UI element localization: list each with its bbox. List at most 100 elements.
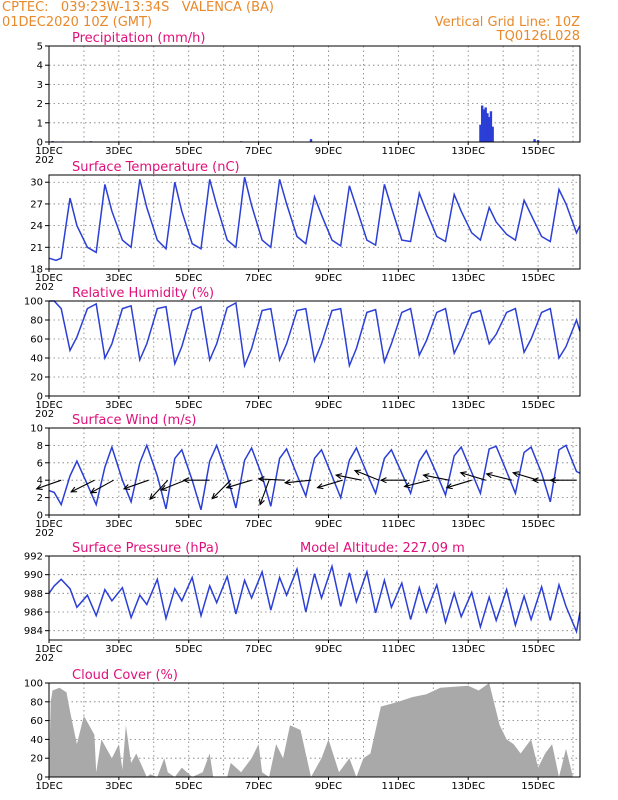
press-xtick-label: 7DEC bbox=[245, 644, 272, 655]
rh-xtick-label: 15DEC bbox=[521, 400, 555, 411]
wind-arrow-head bbox=[459, 471, 467, 478]
wind-arrow-head bbox=[89, 487, 97, 494]
wind-xtick-label: 15DEC bbox=[521, 519, 555, 530]
precip-bar bbox=[487, 117, 491, 142]
temp-ytick-label: 24 bbox=[30, 221, 43, 232]
rh-xtick-label: 7DEC bbox=[245, 400, 272, 411]
wind-arrow-head bbox=[182, 477, 190, 484]
wind-arrow bbox=[486, 473, 513, 481]
rh-xtick-label: 9DEC bbox=[315, 400, 342, 411]
precip-bar bbox=[479, 124, 482, 142]
cloud-xtick-label: 7DEC bbox=[245, 781, 272, 792]
press-xtick-label: 15DEC bbox=[521, 644, 555, 655]
wind-arrow-head bbox=[379, 477, 387, 484]
wind-arrow bbox=[259, 480, 270, 505]
temp-ytick-label: 27 bbox=[30, 199, 43, 210]
precip-xtick-label: 11DEC bbox=[381, 146, 415, 157]
precip-bar bbox=[533, 139, 536, 142]
cloud-title: Cloud Cover (%) bbox=[72, 668, 178, 683]
wind-ytick-label: 0 bbox=[37, 511, 43, 522]
rh-ytick-label: 60 bbox=[30, 335, 43, 346]
press-xtick-label: 11DEC bbox=[381, 644, 415, 655]
wind-arrow bbox=[285, 479, 312, 484]
cloud-xtick-label: 9DEC bbox=[315, 781, 342, 792]
wind-arrow-head bbox=[257, 476, 265, 483]
rh-xtick-label: 1DEC bbox=[35, 400, 62, 411]
wind-series-line bbox=[48, 443, 581, 511]
wind-xtick-label: 9DEC bbox=[315, 519, 342, 530]
wind-frame bbox=[48, 427, 581, 516]
wind-arrow bbox=[258, 478, 285, 481]
rh-ytick-label: 100 bbox=[24, 297, 43, 308]
cloud-ytick-label: 20 bbox=[30, 754, 43, 765]
precip-bar bbox=[491, 126, 494, 142]
wind-xtick-label: 7DEC bbox=[245, 519, 272, 530]
cloud-xtick-label: 1DEC bbox=[35, 781, 62, 792]
precip-ytick-label: 5 bbox=[37, 42, 43, 53]
press-ytick-label: 986 bbox=[24, 608, 43, 619]
cloud-xtick-label: 15DEC bbox=[521, 781, 555, 792]
wind-arrow-head bbox=[283, 479, 291, 486]
wind-ytick-label: 8 bbox=[37, 441, 43, 452]
rh-xtick-label: 13DEC bbox=[451, 400, 485, 411]
wind-arrow-head bbox=[258, 498, 265, 506]
temp-xtick-label: 3DEC bbox=[105, 273, 132, 284]
precip-ytick-label: 3 bbox=[37, 80, 43, 91]
temp-xtick-label: 11DEC bbox=[381, 273, 415, 284]
temp-title: Surface Temperature (nC) bbox=[72, 160, 240, 175]
temp-year-label: 202 bbox=[35, 282, 54, 293]
wind-ytick-label: 10 bbox=[30, 424, 43, 435]
temp-ytick-label: 18 bbox=[30, 265, 43, 276]
wind-arrow-head bbox=[422, 473, 430, 480]
precip-ytick-label: 0 bbox=[37, 138, 43, 149]
wind-arrow-head bbox=[70, 486, 78, 493]
precip-xtick-label: 1DEC bbox=[35, 146, 62, 157]
wind-xtick-label: 1DEC bbox=[35, 519, 62, 530]
wind-year-label: 202 bbox=[35, 528, 54, 539]
precip-bar bbox=[480, 105, 484, 142]
press-xtick-label: 13DEC bbox=[451, 644, 485, 655]
precip-bar bbox=[486, 113, 489, 142]
press-ytick-label: 988 bbox=[24, 589, 43, 600]
cloud-xtick-label: 5DEC bbox=[175, 781, 202, 792]
wind-arrow-head bbox=[122, 484, 131, 491]
press-xtick-label: 9DEC bbox=[315, 644, 342, 655]
temp-ytick-label: 21 bbox=[30, 243, 43, 254]
wind-arrow bbox=[211, 479, 232, 499]
wind-arrow bbox=[149, 479, 169, 500]
cloud-xtick-label: 13DEC bbox=[451, 781, 485, 792]
press-year-label: 202 bbox=[35, 653, 54, 664]
wind-arrow bbox=[317, 479, 343, 489]
cloud-ytick-label: 60 bbox=[30, 716, 43, 727]
precip-ytick-label: 1 bbox=[37, 118, 43, 129]
precip-year-label: 202 bbox=[35, 155, 54, 166]
wind-xtick-label: 3DEC bbox=[105, 519, 132, 530]
rh-title: Relative Humidity (%) bbox=[72, 286, 214, 301]
temp-xtick-label: 9DEC bbox=[315, 273, 342, 284]
cloud-xtick-label: 3DEC bbox=[105, 781, 132, 792]
run-date: 01DEC2020 10Z (GMT) bbox=[2, 15, 153, 30]
press-xtick-label: 5DEC bbox=[175, 644, 202, 655]
grid-note: Vertical Grid Line: 10Z bbox=[434, 15, 580, 30]
precip-bar bbox=[484, 107, 487, 142]
wind-xtick-label: 11DEC bbox=[381, 519, 415, 530]
wind-arrow bbox=[513, 472, 539, 481]
temp-frame bbox=[48, 174, 581, 270]
precip-bar bbox=[309, 139, 313, 142]
rh-series-line bbox=[49, 300, 581, 369]
wind-arrow bbox=[446, 479, 472, 489]
wind-arrow bbox=[226, 479, 252, 489]
wind-arrow-head bbox=[334, 473, 343, 480]
wind-arrow-head bbox=[403, 482, 411, 489]
wind-arrow-head bbox=[511, 471, 520, 478]
press-ytick-label: 992 bbox=[24, 552, 43, 563]
rh-xtick-label: 3DEC bbox=[105, 400, 132, 411]
station-title: CPTEC: 039:23W-13:34S VALENCA (BA) bbox=[2, 0, 274, 15]
temp-series-line bbox=[48, 177, 581, 262]
precip-ytick-label: 2 bbox=[37, 99, 43, 110]
wind-arrow-head bbox=[531, 477, 539, 484]
wind-arrow bbox=[160, 479, 186, 491]
wind-arrow bbox=[460, 472, 486, 481]
wind-ytick-label: 2 bbox=[37, 493, 43, 504]
temp-xtick-label: 7DEC bbox=[245, 273, 272, 284]
